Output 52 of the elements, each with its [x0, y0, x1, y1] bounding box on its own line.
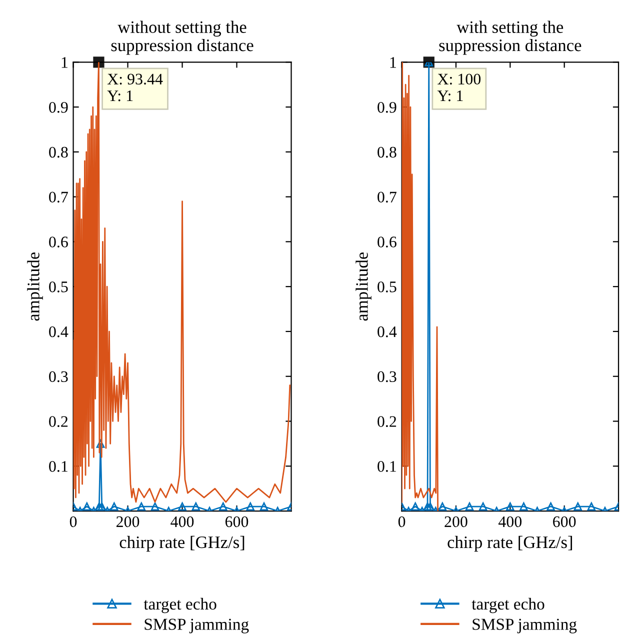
y-tick-label: 0.8 [49, 146, 68, 158]
x-tick-label: 200 [444, 516, 468, 528]
y-tick-label: 0.8 [378, 146, 396, 158]
x-axis-title: chirp rate [GHz/s] [448, 536, 572, 552]
y-tick-label: 0.3 [49, 371, 68, 382]
x-tick-label: 600 [225, 516, 248, 528]
y-tick-label: 0.4 [49, 326, 68, 338]
y-tick-label: 0.5 [378, 282, 396, 292]
point [260, 502, 268, 511]
y-axis-title: amplitude [27, 252, 43, 321]
point [96, 440, 105, 448]
y-tick-label: 0.2 [378, 416, 396, 428]
point [150, 502, 160, 511]
y-tick-label: 0.9 [378, 102, 396, 113]
y-tick-label: 0.3 [378, 371, 396, 382]
y-tick-label: 0.4 [378, 326, 397, 338]
x-tick-label: 600 [553, 516, 576, 528]
y-tick-label: 0.9 [49, 102, 68, 113]
y-tick-label: 0.6 [49, 236, 68, 248]
point [246, 502, 255, 511]
y-tick-label: 0.2 [49, 416, 68, 428]
annotation: X: 100 Y: 1 [437, 74, 481, 102]
point [110, 502, 118, 511]
y-tick-label: 0.5 [49, 282, 68, 292]
x-axis-title: chirp rate [GHz/s] [120, 536, 244, 552]
y-axis-title: amplitude [356, 252, 372, 321]
legend-label: SMSP jamming [144, 618, 249, 634]
legend-label: SMSP jamming [472, 618, 577, 634]
annotation: X: 93.44 Y: 1 [107, 74, 163, 102]
y-tick-label: 0.1 [49, 461, 68, 472]
x-tick-label: 400 [498, 516, 522, 528]
point [98, 502, 106, 511]
y-tick-label: 0.7 [49, 192, 68, 203]
point [82, 502, 92, 511]
x-tick-label: 0 [70, 516, 77, 528]
point [94, 502, 104, 511]
chart-title: with setting the suppression distance [439, 20, 582, 55]
point [137, 502, 146, 511]
y-tick-label: 1 [62, 57, 68, 68]
x-tick-label: 200 [116, 516, 140, 528]
x-tick-label: 0 [398, 516, 406, 528]
point [218, 502, 228, 511]
y-tick-label: 0.7 [378, 192, 396, 203]
x-tick-label: 400 [170, 516, 194, 528]
y-tick-label: 0.6 [378, 236, 396, 248]
y-tick-label: 1 [390, 57, 396, 68]
legend-label: target echo [472, 598, 544, 614]
chart-title: without setting the suppression distance [111, 20, 254, 55]
y-tick-label: 0.1 [378, 461, 396, 472]
point [178, 502, 186, 511]
point [192, 502, 200, 511]
legend-label: target echo [144, 598, 216, 614]
